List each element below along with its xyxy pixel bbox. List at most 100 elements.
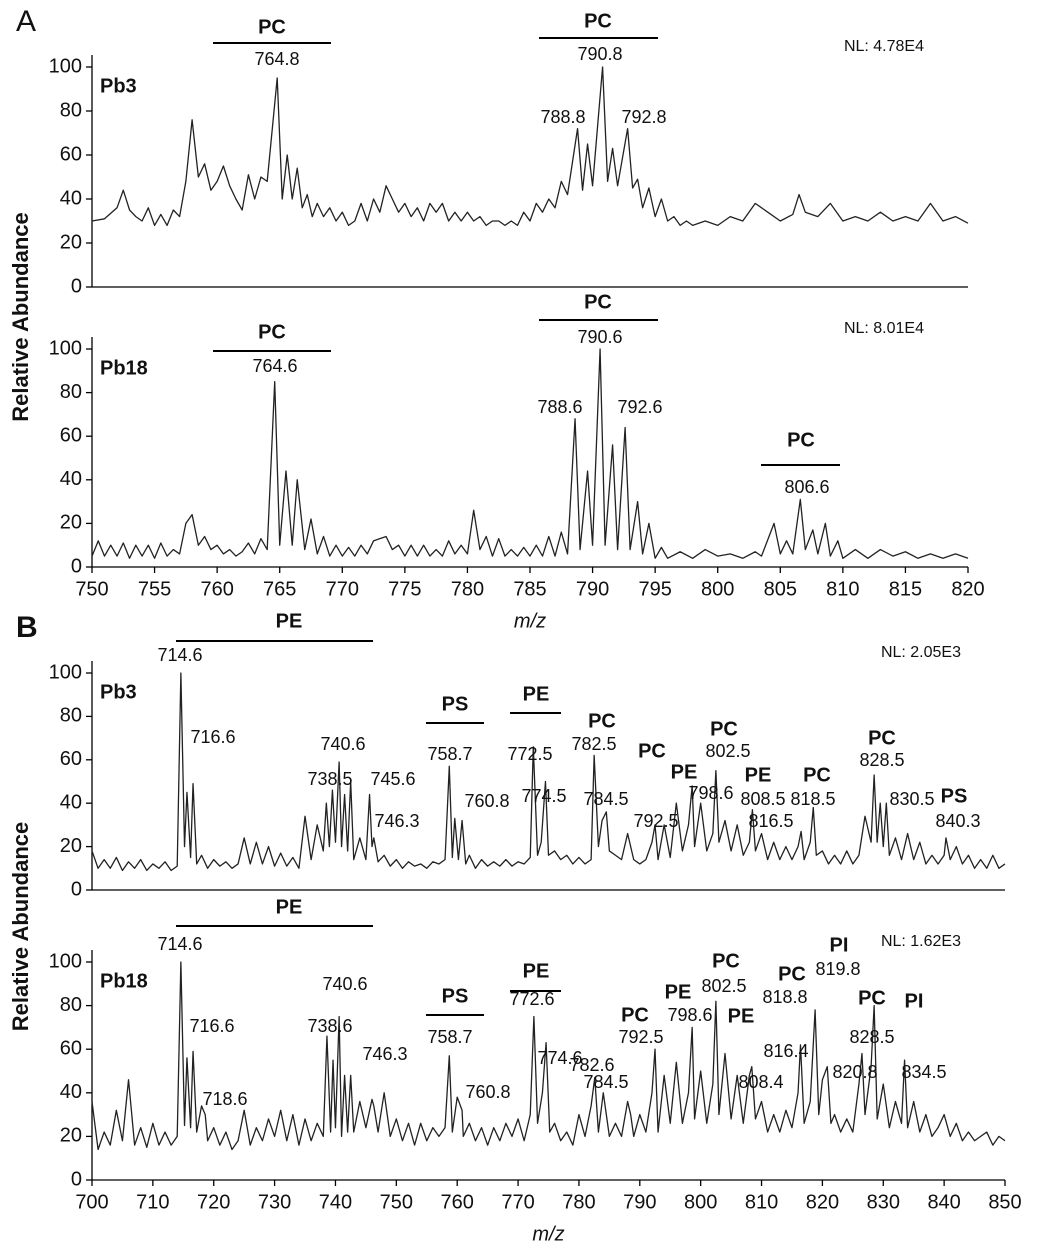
x-axis-label: m/z [514, 610, 546, 632]
x-tick-label: 710 [136, 1191, 169, 1213]
peak-label: 740.6 [322, 974, 367, 994]
x-tick-label: 760 [200, 578, 233, 600]
x-tick-label: 840 [927, 1191, 960, 1213]
y-tick-label: 100 [49, 950, 82, 972]
lipid-class-label: PS [442, 985, 469, 1007]
peak-label: 840.3 [935, 811, 980, 831]
peak-label: 790.6 [577, 327, 622, 347]
lipid-class-label: PC [803, 764, 831, 786]
lipid-class-label: PC [638, 740, 666, 762]
x-tick-label: 820 [806, 1191, 839, 1213]
peak-label: 830.5 [889, 789, 934, 809]
peak-label: 716.6 [189, 1016, 234, 1036]
peak-label: 745.6 [370, 769, 415, 789]
x-tick-label: 815 [889, 578, 922, 600]
peak-label: 714.6 [157, 934, 202, 954]
x-tick-label: 750 [380, 1191, 413, 1213]
peak-label: 828.5 [859, 750, 904, 770]
normalization-level: NL: 4.78E4 [844, 38, 924, 55]
lipid-class-label: PC [621, 1004, 649, 1026]
x-tick-label: 780 [451, 578, 484, 600]
y-tick-label: 60 [60, 1037, 82, 1059]
peak-label: 792.5 [633, 811, 678, 831]
peak-label: 740.6 [320, 734, 365, 754]
peak-label: 784.5 [583, 789, 628, 809]
y-tick-label: 100 [49, 661, 82, 683]
peak-label: 820.8 [832, 1062, 877, 1082]
peak-label: 798.6 [667, 1005, 712, 1025]
peak-label: 816.4 [763, 1041, 808, 1061]
peak-label: 758.7 [427, 744, 472, 764]
normalization-level: NL: 8.01E4 [844, 320, 924, 337]
peak-label: 808.5 [740, 789, 785, 809]
y-tick-label: 80 [60, 381, 82, 403]
sample-name: Pb18 [100, 357, 148, 379]
lipid-class-label: PC [868, 727, 896, 749]
x-tick-label: 800 [684, 1191, 717, 1213]
peak-label: 760.8 [465, 1082, 510, 1102]
y-tick-label: 80 [60, 994, 82, 1016]
x-tick-label: 805 [764, 578, 797, 600]
x-tick-label: 750 [75, 578, 108, 600]
peak-label: 738.6 [307, 1016, 352, 1036]
lipid-class-label: PC [258, 321, 286, 343]
x-tick-label: 795 [638, 578, 671, 600]
lipid-class-label: PC [710, 718, 738, 740]
spectrum-line [91, 961, 1006, 1151]
x-tick-label: 755 [138, 578, 171, 600]
peak-label: 802.5 [701, 976, 746, 996]
peak-label: 828.5 [849, 1027, 894, 1047]
peak-label: 792.8 [621, 107, 666, 127]
lipid-class-label: PE [745, 764, 772, 786]
y-tick-label: 80 [60, 99, 82, 121]
lipid-class-label: PE [728, 1005, 755, 1027]
y-tick-label: 20 [60, 231, 82, 253]
x-tick-label: 700 [75, 1191, 108, 1213]
lipid-class-label: PS [941, 785, 968, 807]
x-tick-label: 720 [197, 1191, 230, 1213]
peak-label: 788.6 [537, 397, 582, 417]
peak-label: 714.6 [157, 645, 202, 665]
lipid-class-label: PC [588, 710, 616, 732]
y-tick-label: 20 [60, 512, 82, 534]
x-tick-label: 810 [745, 1191, 778, 1213]
x-tick-label: 780 [562, 1191, 595, 1213]
peak-label: 772.5 [507, 744, 552, 764]
panel-label: B [16, 611, 38, 644]
x-tick-label: 775 [388, 578, 421, 600]
sample-name: Pb3 [100, 681, 137, 703]
lipid-class-label: PE [276, 610, 303, 632]
y-tick-label: 0 [71, 1168, 82, 1190]
y-tick-label: 40 [60, 1081, 82, 1103]
y-tick-label: 60 [60, 748, 82, 770]
x-axis-label: m/z [532, 1223, 564, 1245]
y-tick-label: 40 [60, 468, 82, 490]
peak-label: 760.8 [464, 791, 509, 811]
lipid-class-label: PE [523, 960, 550, 982]
x-tick-label: 820 [951, 578, 984, 600]
lipid-class-label: PC [712, 950, 740, 972]
normalization-level: NL: 2.05E3 [881, 644, 961, 661]
lipid-class-label: PC [584, 291, 612, 313]
peak-label: 788.8 [540, 107, 585, 127]
x-tick-label: 740 [319, 1191, 352, 1213]
normalization-level: NL: 1.62E3 [881, 933, 961, 950]
x-tick-label: 790 [623, 1191, 656, 1213]
panel-label: A [16, 5, 36, 38]
x-tick-label: 830 [867, 1191, 900, 1213]
lipid-class-label: PE [523, 683, 550, 705]
lipid-class-label: PS [442, 693, 469, 715]
y-tick-label: 40 [60, 791, 82, 813]
y-tick-label: 60 [60, 424, 82, 446]
peak-label: 792.6 [617, 397, 662, 417]
peak-label: 818.8 [762, 987, 807, 1007]
peak-label: 764.8 [254, 49, 299, 69]
spectrum-line [91, 672, 1006, 872]
peak-label: 758.7 [427, 1027, 472, 1047]
x-tick-label: 785 [513, 578, 546, 600]
peak-label: 774.6 [537, 1048, 582, 1068]
lipid-class-label: PC [787, 429, 815, 451]
y-tick-label: 0 [71, 878, 82, 900]
y-tick-label: 0 [71, 555, 82, 577]
